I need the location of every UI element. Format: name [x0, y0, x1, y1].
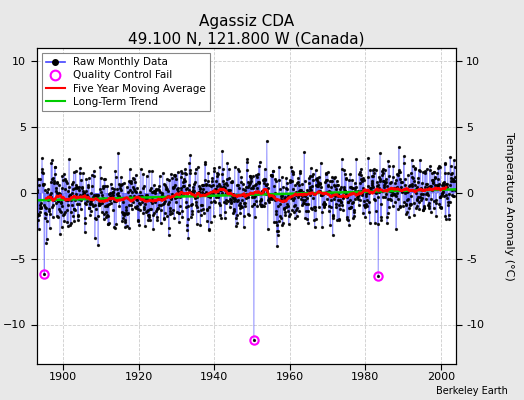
- Y-axis label: Temperature Anomaly (°C): Temperature Anomaly (°C): [504, 132, 514, 280]
- Text: Berkeley Earth: Berkeley Earth: [436, 386, 508, 396]
- Legend: Raw Monthly Data, Quality Control Fail, Five Year Moving Average, Long-Term Tren: Raw Monthly Data, Quality Control Fail, …: [42, 53, 210, 111]
- Title: Agassiz CDA
49.100 N, 121.800 W (Canada): Agassiz CDA 49.100 N, 121.800 W (Canada): [128, 14, 365, 47]
